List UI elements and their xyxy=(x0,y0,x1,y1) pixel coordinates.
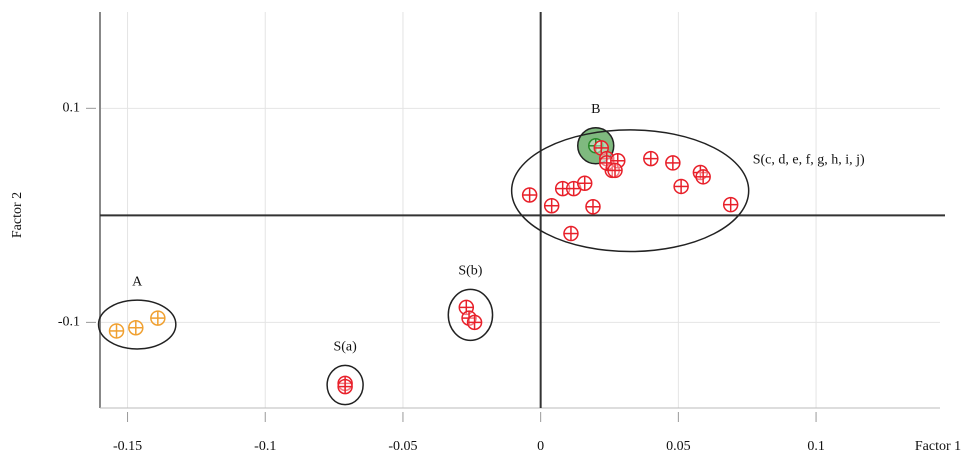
point xyxy=(337,378,353,395)
x-tick-label: -0.05 xyxy=(388,439,417,454)
point xyxy=(576,175,593,191)
point xyxy=(607,162,623,179)
x-axis-label: Factor 1 xyxy=(915,439,961,454)
y-tick-label: -0.1 xyxy=(58,315,80,330)
x-tick-label: 0.05 xyxy=(666,439,691,454)
group-label: S(b) xyxy=(458,264,482,279)
x-tick-label: -0.15 xyxy=(113,439,142,454)
point xyxy=(722,196,739,213)
group-ellipse xyxy=(510,129,750,253)
group-label: B xyxy=(591,102,600,117)
x-tick-label: -0.1 xyxy=(254,439,276,454)
point xyxy=(543,197,560,214)
point xyxy=(108,323,125,339)
y-tick-label: 0.1 xyxy=(63,101,81,116)
group-label: A xyxy=(132,274,143,289)
group-ellipse xyxy=(447,288,494,342)
point xyxy=(521,187,538,203)
point xyxy=(466,314,483,331)
point xyxy=(128,319,144,336)
point xyxy=(585,199,601,215)
group-ellipse xyxy=(97,299,177,350)
group-ellipse xyxy=(326,364,364,406)
point xyxy=(643,150,659,167)
point xyxy=(695,169,711,185)
point xyxy=(563,225,579,242)
point xyxy=(673,178,689,195)
point xyxy=(665,155,681,171)
point xyxy=(150,310,166,326)
group-label: S(a) xyxy=(333,340,357,355)
x-tick-label: 0 xyxy=(537,439,544,454)
x-tick-label: 0.1 xyxy=(807,439,825,454)
y-axis-label: Factor 2 xyxy=(10,192,25,238)
group-label: S(c, d, e, f, g, h, i, j) xyxy=(753,153,865,168)
